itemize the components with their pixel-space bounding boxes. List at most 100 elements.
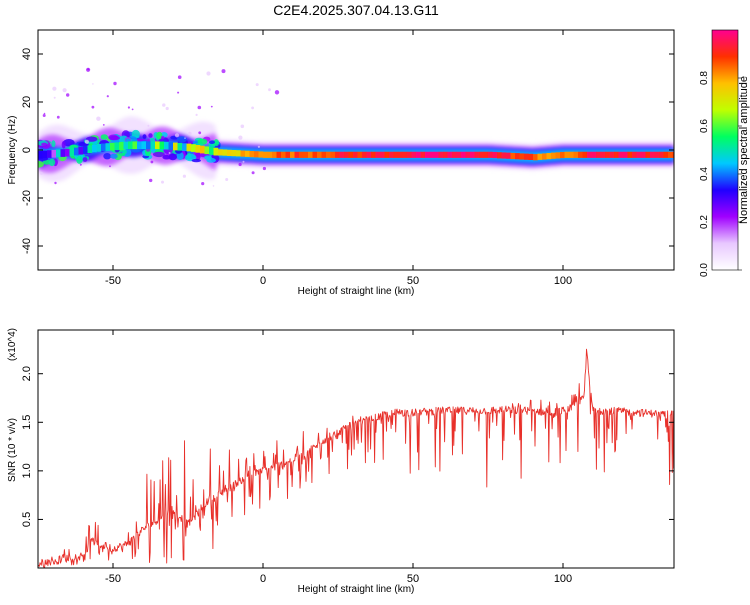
spectrogram-blob xyxy=(148,133,153,138)
spectrogram-ridge-cell xyxy=(402,151,408,158)
spectrogram-speckle xyxy=(66,93,70,97)
spectrogram-blob xyxy=(108,135,121,141)
spectrogram-speckle xyxy=(211,168,214,171)
spectrogram-speckle xyxy=(274,90,280,95)
spectrogram-ridge-cell xyxy=(128,141,133,150)
spectrogram-ridge-cell xyxy=(582,151,588,158)
spectrogram-ridge-cell xyxy=(420,151,426,158)
spectrogram-blob xyxy=(176,136,187,143)
spectrogram-ridge-cell xyxy=(83,146,88,154)
spectrogram-y-ticks: -40 -20 0 20 40 xyxy=(21,48,674,254)
spectrogram-ridge-cell xyxy=(411,151,417,158)
spectrogram-x-tick-label: 0 xyxy=(260,275,266,287)
spectrogram-ridge-cell xyxy=(596,151,601,158)
spectrogram-blob xyxy=(51,140,56,148)
colorbar-ticks: 0.0 0.2 0.4 0.6 0.8 xyxy=(699,71,742,277)
spectrogram-ridge-cell xyxy=(389,151,394,158)
snr-y-tick-label: 1.5 xyxy=(21,415,33,430)
spectrogram-ridge-cell xyxy=(272,151,277,158)
spectrogram-speckle xyxy=(52,86,57,91)
spectrogram-blob xyxy=(119,152,126,157)
spectrogram-ridge-cell xyxy=(38,151,43,159)
spectrogram-ridge-cell xyxy=(407,151,412,158)
colorbar-label: Normalized spectral amplitude xyxy=(738,76,750,224)
spectrogram-ridge-cell xyxy=(542,153,547,160)
spectrogram-ridge-cell xyxy=(213,147,219,156)
spectrogram-ridge-cell xyxy=(191,144,196,152)
colorbar-tick-label: 0.4 xyxy=(699,167,710,181)
spectrogram-blob xyxy=(63,139,75,147)
spectrogram-y-tick-label: -40 xyxy=(21,238,33,254)
spectrogram-speckle xyxy=(242,160,245,163)
spectrogram-ridge-cell xyxy=(447,151,453,158)
spectrogram-y-tick-label: 20 xyxy=(21,96,33,108)
spectrogram-ridge-cell xyxy=(231,150,237,157)
spectrogram-ridge-cell xyxy=(263,151,268,158)
colorbar: 0.0 0.2 0.4 0.6 0.8 Normalized spectral ampl… xyxy=(699,29,750,277)
snr-x-tick-label: -50 xyxy=(105,573,121,585)
snr-series-line xyxy=(38,348,674,568)
spectrogram-x-ticks: -50 0 50 100 xyxy=(105,30,572,287)
spectrogram-ridge-cell xyxy=(222,149,228,156)
spectrogram-blob xyxy=(176,151,184,160)
spectrogram-blob xyxy=(162,154,171,160)
spectrogram-speckle xyxy=(113,81,117,86)
spectrogram-ridge-cell xyxy=(668,151,673,158)
spectrogram-blob xyxy=(156,131,163,140)
spectrogram-ridge-cell xyxy=(159,141,165,150)
spectrogram-speckle xyxy=(56,115,60,119)
spectrogram-speckle xyxy=(43,112,46,115)
spectrogram-ridge-cell xyxy=(587,151,592,158)
spectrogram-ridge-cell xyxy=(551,152,556,159)
spectrogram-speckle xyxy=(91,105,95,109)
snr-y-tick-label: 0.5 xyxy=(21,512,33,527)
figure-title: C2E4.2025.307.04.13.G11 xyxy=(273,2,439,18)
spectrogram-ridge-cell xyxy=(519,153,525,160)
spectrogram-speckle xyxy=(257,145,260,148)
spectrogram-blob xyxy=(76,155,83,164)
spectrogram-speckle xyxy=(84,139,89,144)
spectrogram-ridge-cell xyxy=(60,149,66,157)
spectrogram-speckle xyxy=(165,106,169,111)
spectrogram-blob xyxy=(168,153,178,161)
spectrogram-speckle xyxy=(197,105,202,110)
spectrogram-ridge-cell xyxy=(452,151,457,158)
spectrogram-ridge-cell xyxy=(371,151,376,158)
spectrogram-ridge-cell xyxy=(578,151,583,158)
spectrogram-y-tick-label: -20 xyxy=(21,190,33,206)
spectrogram-ridge-cell xyxy=(317,151,322,158)
spectrogram-speckle xyxy=(92,83,94,85)
spectrogram-ridge-cell xyxy=(636,151,642,158)
spectrogram-speckle xyxy=(251,106,255,110)
snr-x-ticks: -50 0 50 100 xyxy=(105,330,572,585)
spectrogram-speckle xyxy=(188,131,192,136)
spectrogram-ridge-cell xyxy=(546,153,552,160)
spectrogram-speckle xyxy=(168,152,171,154)
spectrogram-ridge-cell xyxy=(321,151,327,158)
spectrogram-x-tick-label: 50 xyxy=(407,275,419,287)
spectrogram-speckle xyxy=(106,95,109,98)
spectrogram-ridge-cell xyxy=(623,151,628,158)
spectrogram-ridge-cell xyxy=(110,142,115,151)
spectrogram-ridge-cell xyxy=(173,142,178,151)
spectrogram-ridge-cell xyxy=(380,151,385,158)
colorbar-tick-label: 0.6 xyxy=(699,119,710,133)
spectrogram-ridge-cell xyxy=(236,150,241,157)
spectrogram-speckle xyxy=(87,68,90,71)
spectrogram-x-tick-label: 100 xyxy=(554,275,572,287)
spectrogram-speckle xyxy=(102,124,105,126)
spectrogram-ridge-cell xyxy=(659,151,664,158)
spectrogram-ridge-cell xyxy=(438,151,444,158)
spectrogram-ridge-cell xyxy=(74,147,79,156)
spectrogram-speckle xyxy=(147,124,150,127)
spectrogram-blob xyxy=(103,153,112,160)
spectrogram-blob xyxy=(61,141,66,149)
spectrogram-blob xyxy=(110,153,118,159)
spectrogram-ridge-cell xyxy=(303,151,309,158)
spectrogram-x-label: Height of straight line (km) xyxy=(298,286,415,297)
snr-multiplier: (x10^4) xyxy=(7,328,18,361)
spectrogram-blob xyxy=(191,158,201,163)
snr-y-tick-label: 1.0 xyxy=(21,463,33,478)
spectrogram-ridge-cell xyxy=(443,151,448,158)
